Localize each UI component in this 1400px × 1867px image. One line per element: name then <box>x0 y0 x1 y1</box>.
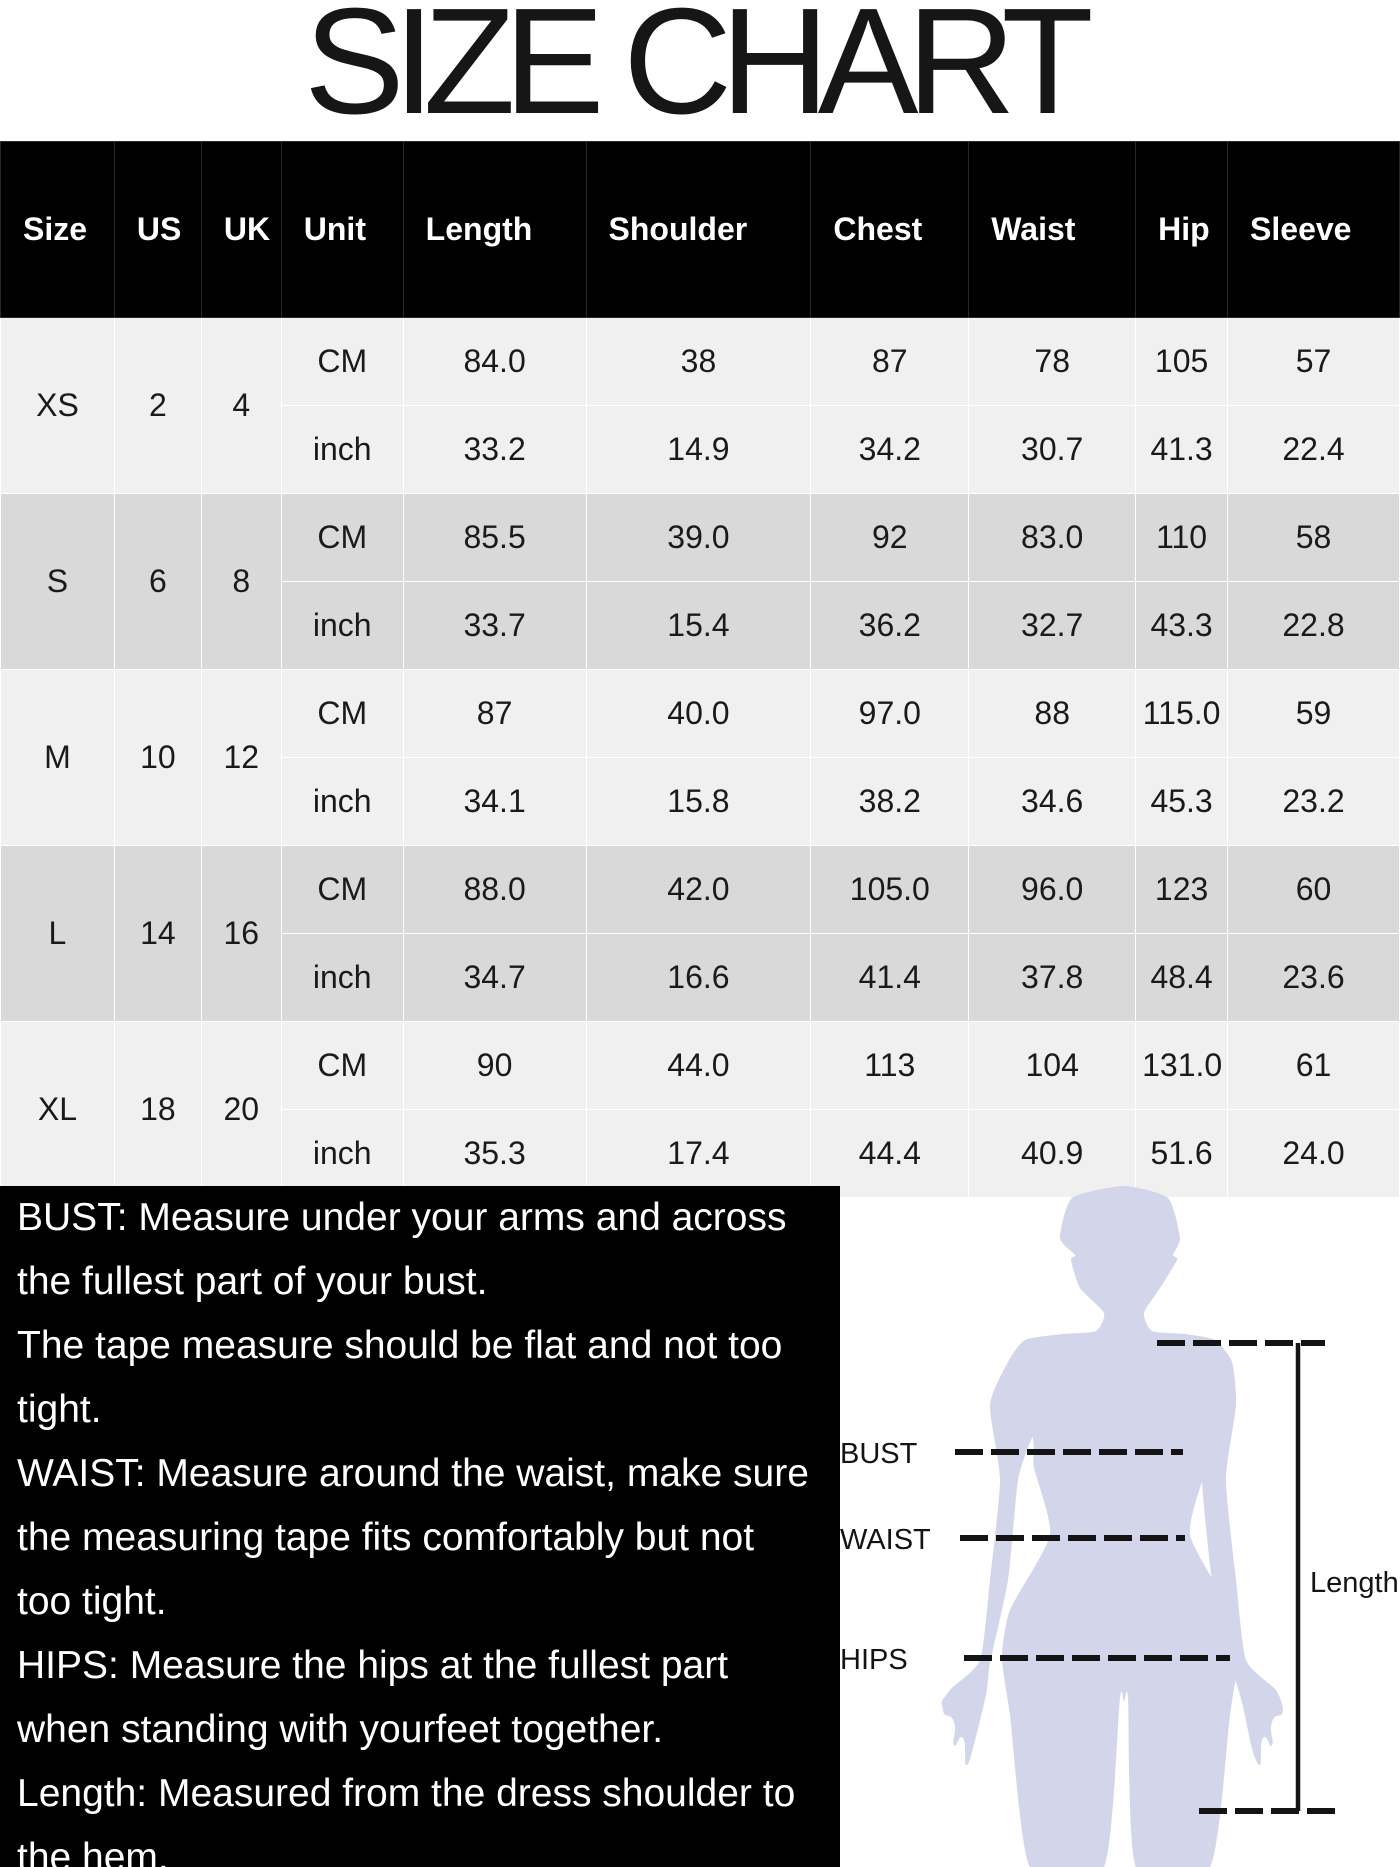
svg-text:HIPS: HIPS <box>840 1644 908 1676</box>
svg-text:BUST: BUST <box>840 1438 918 1470</box>
svg-text:Length: Length <box>1310 1567 1399 1599</box>
svg-text:WAIST: WAIST <box>840 1524 931 1556</box>
